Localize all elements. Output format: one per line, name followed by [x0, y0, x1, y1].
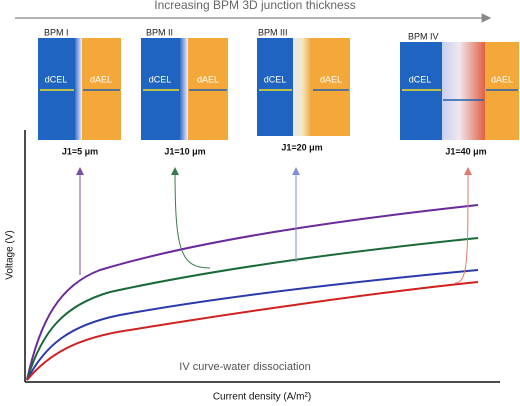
panel-label: BPM III: [258, 27, 288, 37]
curve-bpm3: [26, 269, 479, 381]
junction: [75, 38, 82, 140]
y-axis-label: Voltage (V): [5, 230, 16, 279]
curve-bpm1: [26, 204, 479, 381]
ael-label: dAEL: [90, 74, 112, 84]
junction: [442, 42, 485, 140]
ael-label: dAEL: [320, 74, 342, 84]
thickness-label: J1=20 μm: [281, 142, 322, 152]
junction: [293, 38, 312, 136]
panel-label: BPM I: [44, 27, 69, 37]
link-arrow: [454, 167, 472, 284]
cel-label: dCEL: [409, 74, 432, 84]
panel-label: BPM IV: [408, 31, 439, 41]
junction: [180, 38, 188, 140]
cel-label: dCEL: [45, 74, 68, 84]
x-axis-label: Current density (A/m²): [213, 392, 311, 403]
cel-block: [257, 38, 293, 136]
ael-block: [485, 42, 519, 140]
thickness-label: J1=5 μm: [62, 146, 98, 156]
cel-label: dCEL: [264, 74, 287, 84]
curve-bpm2: [26, 237, 479, 381]
cel-block: [141, 38, 180, 140]
cel-block: [400, 42, 442, 140]
curve-bpm4: [26, 281, 479, 381]
ael-label: dAEL: [197, 74, 219, 84]
plot-caption: IV curve-water dissociation: [179, 361, 310, 373]
panel-label: BPM II: [146, 27, 173, 37]
thickness-label: J1=40 μm: [445, 146, 486, 156]
ael-block: [312, 38, 350, 136]
header-title: Increasing BPM 3D junction thickness: [154, 0, 355, 12]
ael-label: dAEL: [491, 74, 513, 84]
cel-block: [38, 38, 75, 140]
thickness-label: J1=10 μm: [164, 146, 205, 156]
cel-label: dCEL: [149, 74, 172, 84]
ael-block: [82, 38, 121, 140]
link-arrow: [171, 167, 211, 269]
ael-block: [188, 38, 228, 140]
